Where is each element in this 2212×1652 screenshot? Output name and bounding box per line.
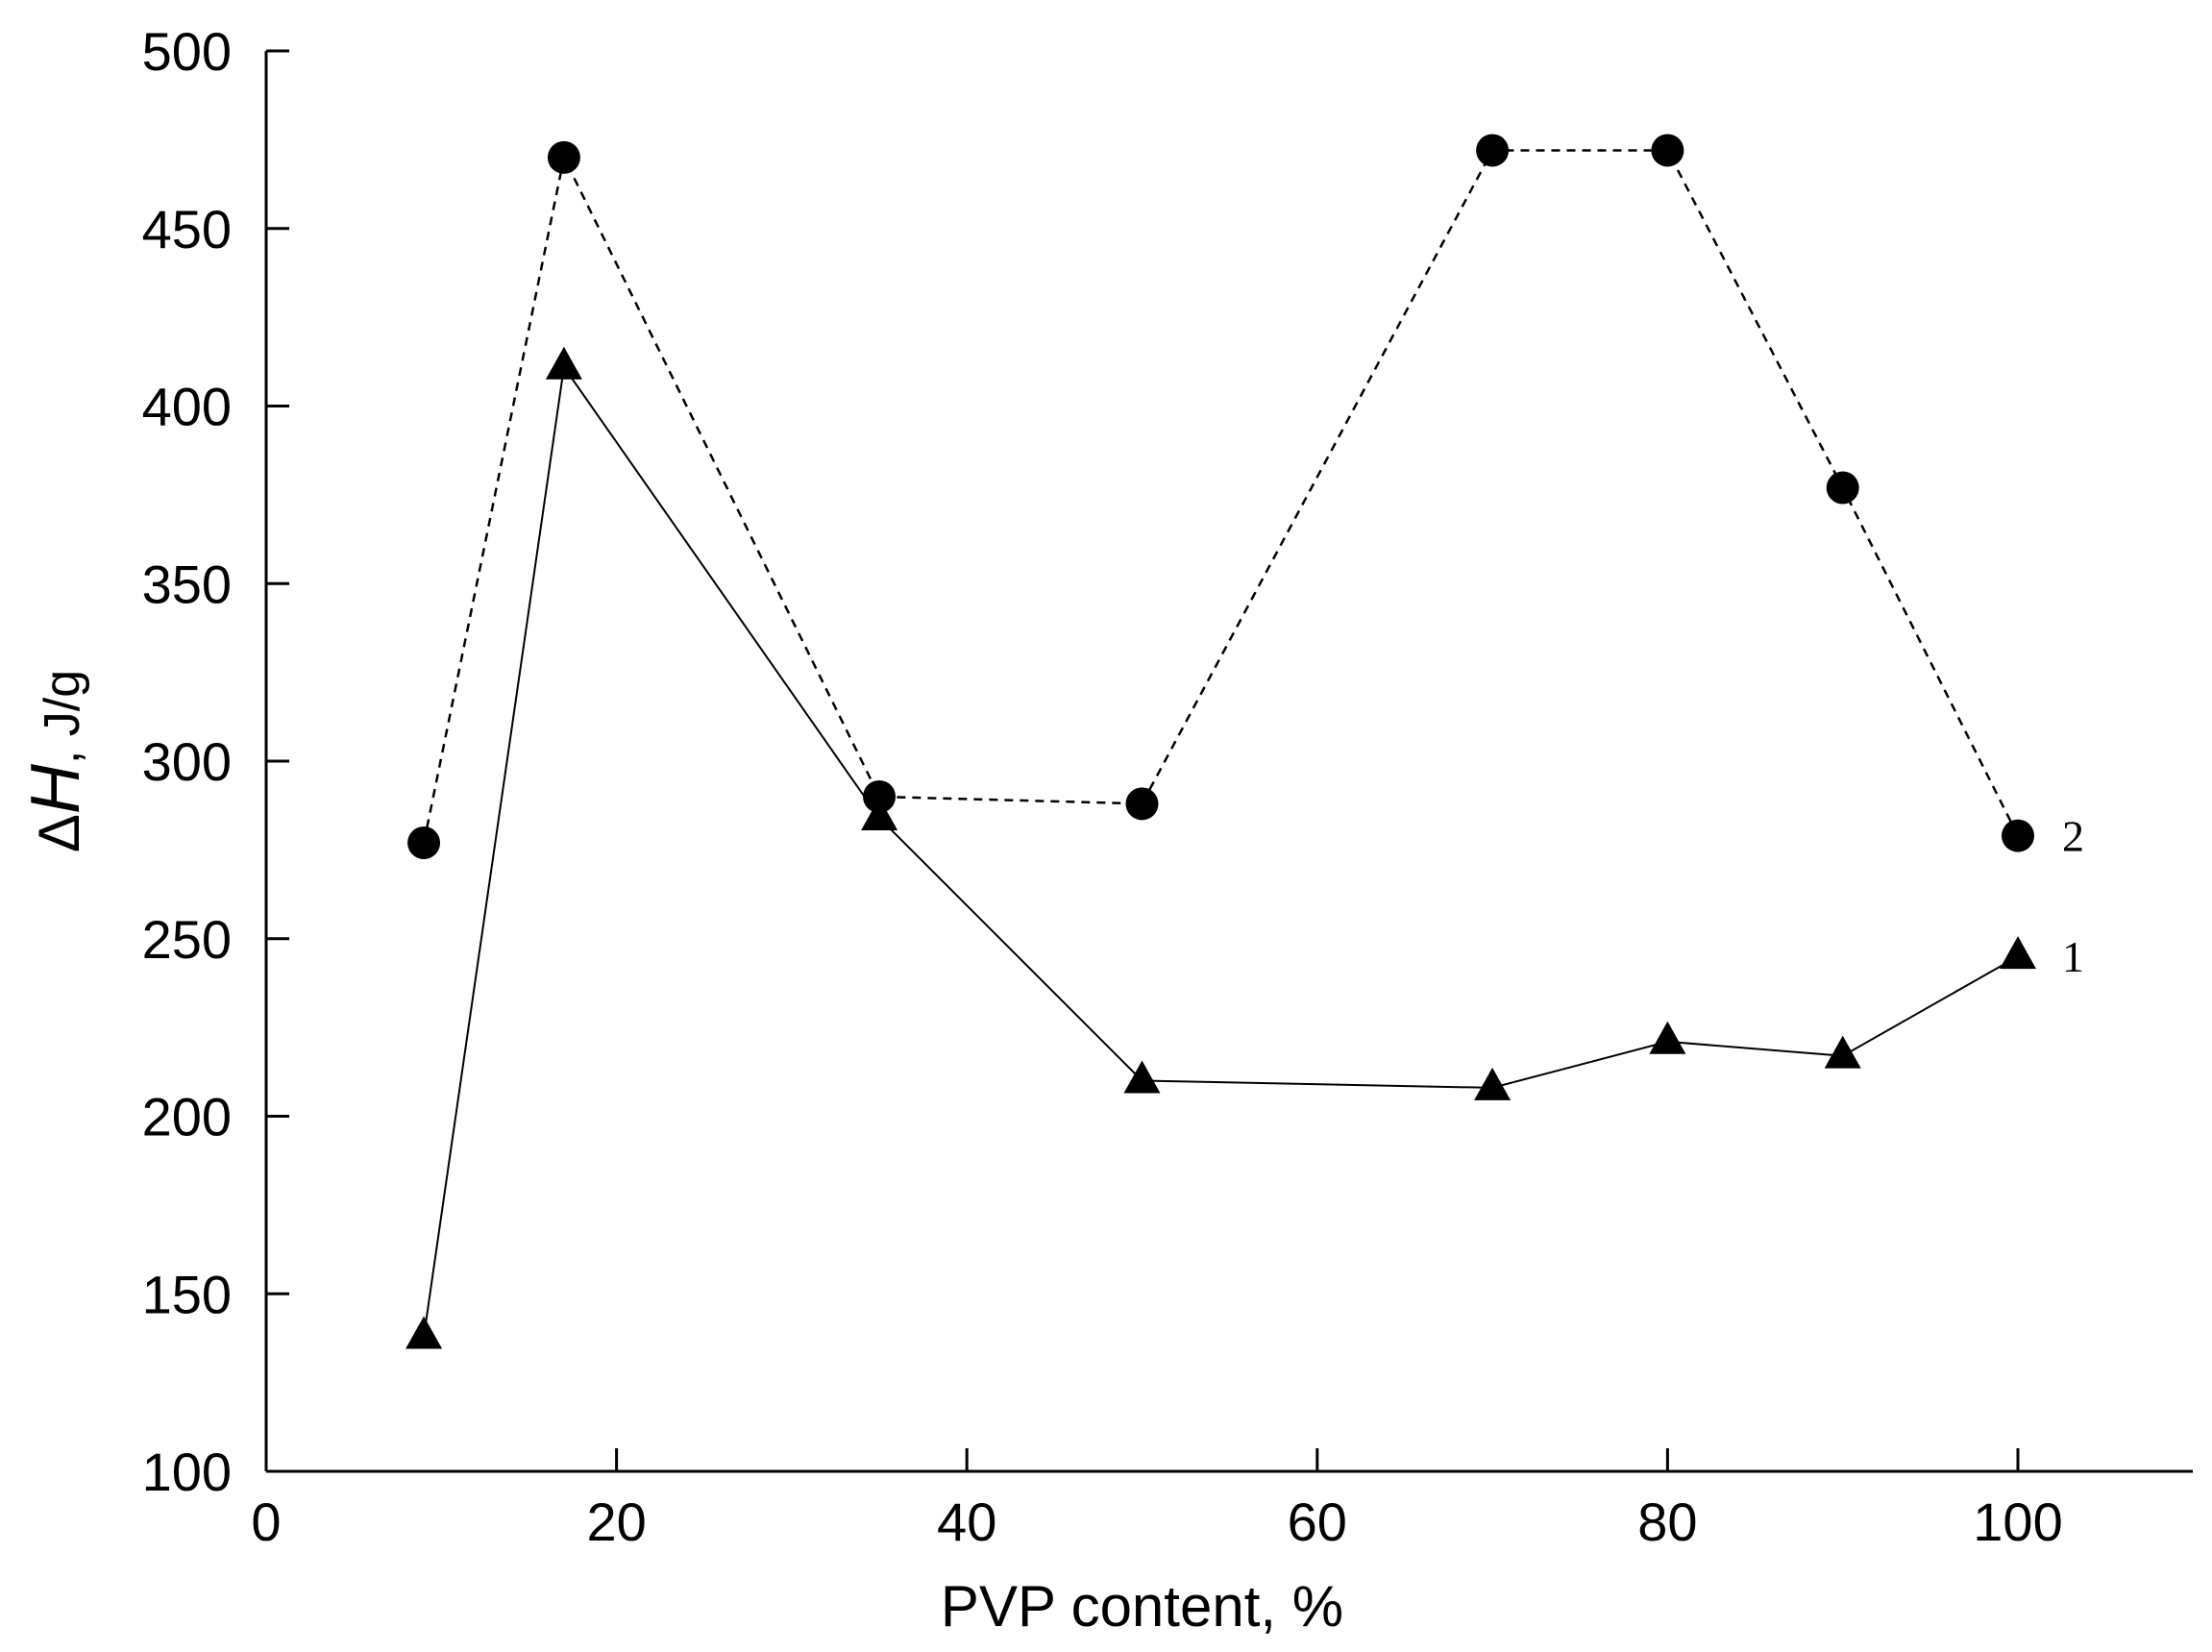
x-tick-label: 100 (1973, 1492, 2062, 1552)
series-2-point (1826, 471, 1859, 505)
y-tick-label: 350 (142, 554, 232, 614)
y-tick-label: 500 (142, 21, 232, 82)
series-2-point (863, 779, 897, 813)
series-1-label: 1 (2062, 932, 2084, 981)
y-tick-label: 150 (142, 1264, 232, 1324)
y-tick-label: 450 (142, 199, 232, 259)
axes (264, 51, 2193, 1473)
series-1-point (1649, 1021, 1686, 1054)
series-2-point (547, 140, 580, 174)
series-2-point (1125, 787, 1159, 821)
series-1-point (406, 1316, 443, 1349)
series-labels: 12 (2062, 812, 2084, 982)
x-axis-title: PVP content, % (941, 1574, 1343, 1639)
series-2-point (1651, 134, 1684, 167)
series-1-line (423, 364, 2019, 1337)
x-tick-label: 40 (937, 1492, 996, 1552)
y-axis-title-symbol: Δ (27, 814, 91, 852)
y-axis-title: ΔH, J/g (17, 670, 94, 852)
y-tick-label: 300 (142, 731, 232, 792)
series-2-point (1476, 134, 1510, 167)
series-1-point (545, 346, 582, 380)
x-tick-label: 80 (1637, 1492, 1697, 1552)
y-axis-title-variable: H (17, 763, 94, 814)
x-tick-label: 60 (1288, 1492, 1347, 1552)
y-tick-label: 250 (142, 909, 232, 970)
x-ticks: 0 20 40 60 80 100 (251, 1448, 2063, 1552)
series-1-point (1474, 1067, 1512, 1100)
series-2-line (422, 149, 2020, 844)
series-2-label: 2 (2062, 812, 2084, 861)
series-2-point (407, 826, 441, 859)
series-1-point (1123, 1060, 1161, 1094)
y-tick-label: 200 (142, 1087, 232, 1147)
y-tick-label: 400 (142, 377, 232, 437)
series-2-point (2002, 819, 2034, 852)
series-1-point (2000, 936, 2036, 970)
y-axis-title-unit: , J/g (35, 670, 90, 764)
series-1-point (861, 798, 898, 830)
series-lines (422, 149, 2020, 1337)
y-ticks: 100 150 200 250 300 350 400 450 500 (142, 21, 289, 1502)
x-tick-label: 20 (586, 1492, 646, 1552)
series-markers (406, 134, 2036, 1349)
series-1-point (1824, 1035, 1861, 1069)
x-tick-label: 0 (251, 1492, 281, 1552)
y-tick-label: 100 (142, 1442, 232, 1502)
